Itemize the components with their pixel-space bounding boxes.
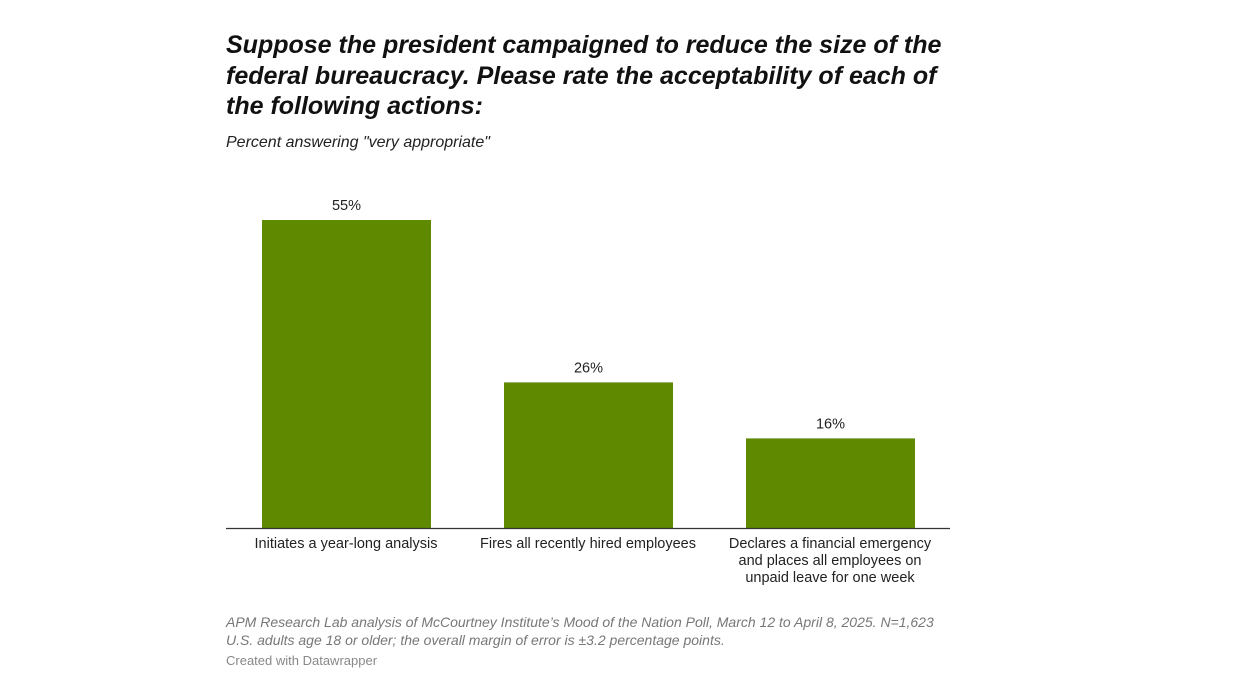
bar bbox=[746, 438, 915, 528]
data-label: 16% bbox=[816, 416, 845, 432]
bar bbox=[262, 220, 431, 528]
data-label: 26% bbox=[574, 360, 603, 376]
credit-link[interactable]: Created with Datawrapper bbox=[226, 653, 378, 668]
chart-title: Suppose the president campaigned to redu… bbox=[226, 31, 942, 120]
x-tick-label: Declares a financial emergency and place… bbox=[728, 536, 932, 586]
x-tick-label: Fires all recently hired employees bbox=[480, 536, 696, 552]
x-tick-label: Initiates a year-long analysis bbox=[254, 536, 438, 552]
chart-subtitle: Percent answering "very appropriate" bbox=[226, 134, 490, 151]
bar bbox=[504, 382, 673, 528]
data-label: 55% bbox=[332, 198, 361, 214]
source-notes: APM Research Lab analysis of McCourtney … bbox=[226, 614, 934, 648]
